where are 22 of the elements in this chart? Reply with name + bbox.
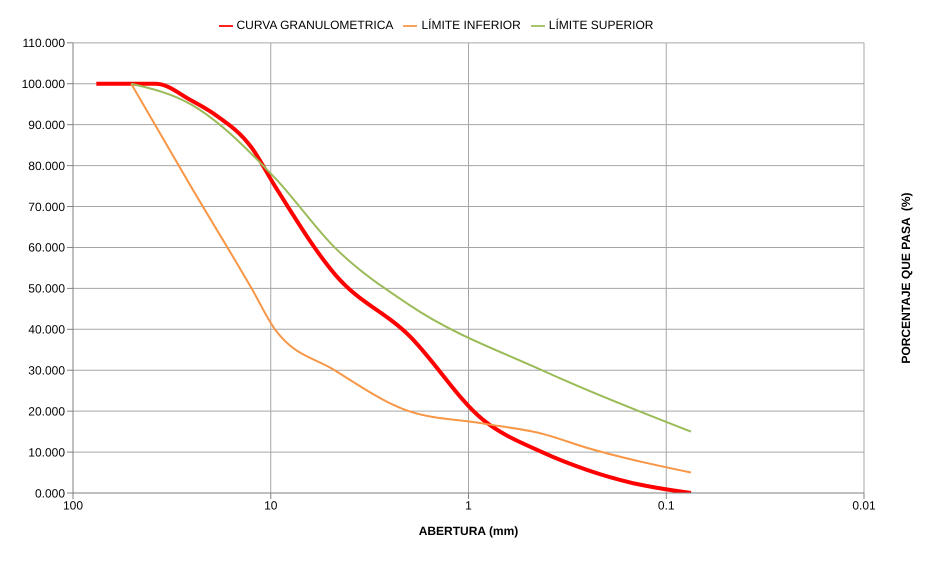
x-axis-title: ABERTURA (mm): [418, 524, 518, 538]
x-tick-label: 1: [465, 498, 472, 513]
x-tick-label: 10: [264, 498, 278, 513]
y-axis-title: PORCENTAJE QUE PASA (%): [899, 192, 913, 364]
y-tick-label: 10.000: [28, 445, 66, 460]
y-tick-label: 20.000: [28, 404, 66, 418]
y-tick-label: 90.000: [28, 118, 66, 132]
x-tick-label: 0.1: [658, 498, 675, 513]
y-tick-label: 0.000: [34, 486, 66, 500]
legend-label: LÍMITE SUPERIOR: [548, 18, 654, 32]
y-tick-label: 80.000: [28, 158, 66, 173]
legend-label: CURVA GRANULOMETRICA: [236, 18, 394, 32]
y-tick-label: 100.000: [22, 77, 66, 92]
y-tick-label: 110.000: [22, 36, 66, 50]
y-tick-label: 40.000: [28, 322, 66, 337]
y-tick-label: 50.000: [28, 282, 66, 296]
y-tick-label: 70.000: [28, 200, 66, 214]
y-tick-label: 30.000: [28, 363, 66, 378]
x-tick-label: 0.01: [852, 498, 876, 513]
legend-label: LÍMITE INFERIOR: [421, 18, 521, 32]
x-tick-label: 100: [62, 498, 84, 513]
y-tick-label: 60.000: [28, 240, 66, 255]
